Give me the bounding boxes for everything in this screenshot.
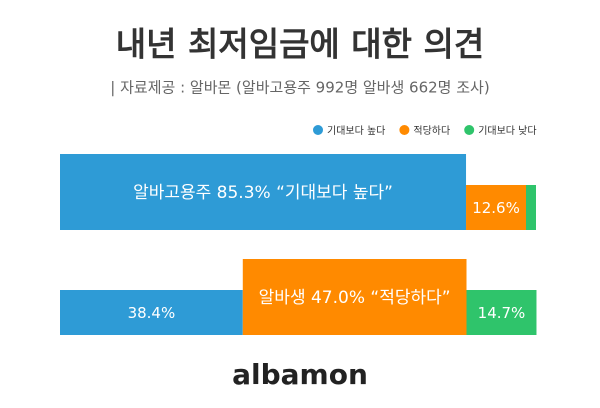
bar-segment	[526, 185, 536, 230]
bar-segment	[242, 259, 467, 335]
chart-title: 내년 최저임금에 대한 의견	[116, 25, 484, 64]
legend-marker	[313, 125, 323, 135]
bar-segment	[60, 154, 467, 230]
legend-label: 적당하다	[413, 124, 450, 137]
bar-segment	[466, 290, 537, 335]
legend-marker	[464, 125, 475, 135]
data-label: 38.4%	[128, 304, 176, 322]
data-label: 알바고용주 85.3% “기대보다 높다”	[133, 183, 393, 203]
data-label: 알바생 47.0% “적당하다”	[259, 288, 451, 308]
data-label: 12.6%	[472, 199, 520, 217]
legend-marker	[399, 125, 410, 135]
legend-label: 기대보다 높다	[327, 125, 385, 137]
logo: albamon	[232, 358, 368, 391]
legend-label: 기대보다 낮다	[478, 125, 536, 137]
bar-segment	[466, 185, 527, 230]
data-label: 14.7%	[478, 304, 526, 322]
chart-subtitle: | 자료제공 : 알바몬 (알바고용주 992명 알바생 662명 조사)	[110, 79, 489, 97]
bar-segment	[60, 290, 243, 335]
